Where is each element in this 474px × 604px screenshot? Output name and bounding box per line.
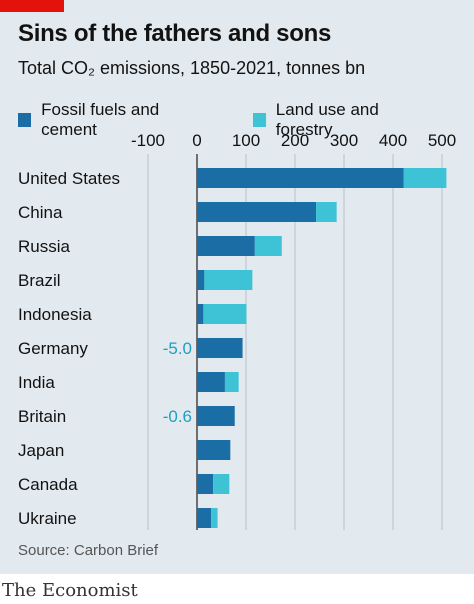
bar-fossil [197, 406, 235, 426]
legend: Fossil fuels and cement Land use and for… [18, 100, 474, 140]
bar-land [203, 304, 247, 324]
legend-label-land: Land use and forestry [275, 100, 379, 139]
legend-item-fossil: Fossil fuels and cement [18, 100, 209, 140]
category-label: Japan [18, 441, 64, 460]
bar-fossil [197, 440, 231, 460]
legend-item-land: Land use and forestry [252, 100, 430, 140]
bar-fossil [197, 168, 404, 188]
bar-land [213, 474, 230, 494]
legend-swatch-land [252, 113, 266, 127]
x-tick-label: 500 [428, 131, 456, 150]
x-tick-label: 300 [330, 131, 358, 150]
bar-fossil [197, 338, 243, 358]
x-tick-label: -100 [131, 131, 165, 150]
bar-fossil [197, 236, 255, 256]
category-label: Britain [18, 407, 66, 426]
category-label: Brazil [18, 271, 61, 290]
annotation-label: -0.6 [163, 407, 192, 426]
bar-fossil [197, 372, 225, 392]
annotation-label: -5.0 [163, 339, 192, 358]
x-tick-label: 200 [281, 131, 309, 150]
bar-fossil [197, 202, 317, 222]
legend-swatch-fossil [18, 113, 32, 127]
x-tick-label: 0 [192, 131, 201, 150]
bar-land [403, 168, 447, 188]
chart-title: Sins of the fathers and sons [18, 20, 331, 47]
x-tick-label: 400 [379, 131, 407, 150]
bar-land [254, 236, 282, 256]
category-label: Russia [18, 237, 71, 256]
category-label: Indonesia [18, 305, 92, 324]
source-note: Source: Carbon Brief [18, 542, 159, 559]
category-label: Canada [18, 475, 78, 494]
footer-strip [0, 574, 474, 604]
bar-fossil [197, 304, 204, 324]
bar-fossil [197, 270, 205, 290]
brand-red-tag [0, 0, 64, 12]
category-label: Germany [18, 339, 88, 358]
bar-fossil [197, 508, 212, 528]
category-label: China [18, 203, 63, 222]
x-tick-label: 100 [232, 131, 260, 150]
bar-land [316, 202, 337, 222]
bar-chart: -100 0 100 200 300 400 500 United States China Ru… [18, 131, 456, 530]
category-label: Ukraine [18, 509, 77, 528]
bar-land [204, 270, 253, 290]
chart-subtitle: Total CO₂ emissions, 1850-2021, tonnes b… [18, 58, 366, 78]
category-label: United States [18, 169, 120, 188]
bar-land [211, 508, 218, 528]
legend-label-fossil: Fossil fuels and cement [41, 100, 160, 139]
bar-fossil [197, 474, 214, 494]
category-label: India [18, 373, 55, 392]
bar-land [224, 372, 239, 392]
brand-logo-text: The Economist [2, 580, 138, 601]
